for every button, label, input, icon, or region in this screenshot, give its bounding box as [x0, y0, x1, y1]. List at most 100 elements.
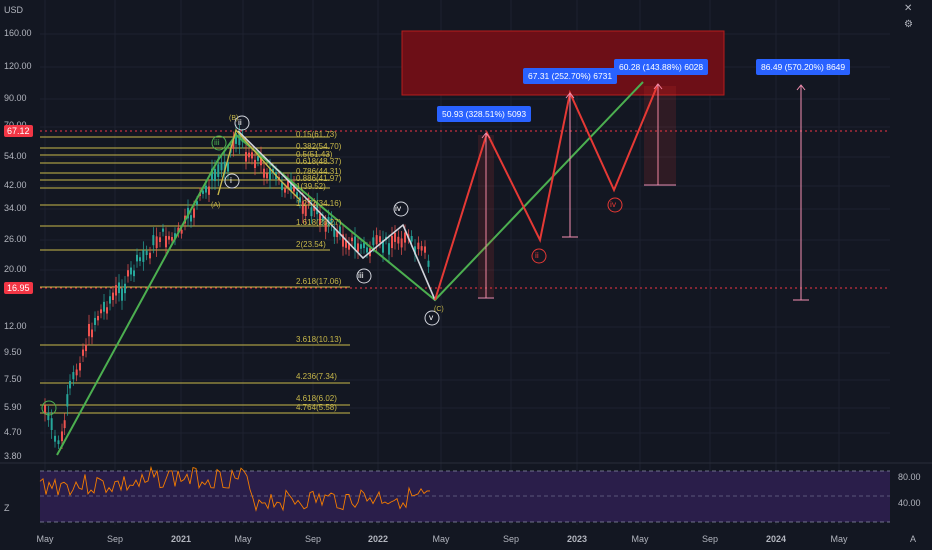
y-label: 54.00: [4, 151, 27, 161]
fib-levels: [40, 136, 350, 414]
settings-icon[interactable]: ⚙: [904, 19, 913, 30]
candle-body: [293, 183, 295, 192]
candle-body: [69, 380, 71, 389]
candle-body: [57, 440, 60, 445]
measure-callout[interactable]: 50.93 (328.51%) 5093: [437, 106, 532, 122]
wave-markers: [41, 115, 623, 416]
x-label: Sep: [701, 534, 719, 544]
candle-body: [63, 420, 66, 429]
candle-body: [142, 250, 145, 262]
y-label: 20.00: [4, 264, 27, 274]
y-label: 5.90: [4, 402, 22, 412]
candle-body: [112, 292, 114, 301]
y-label: 7.50: [4, 374, 22, 384]
y-label: 90.00: [4, 93, 27, 103]
measure-fill-2: [644, 86, 676, 184]
candle-body: [251, 152, 253, 159]
candle-body: [223, 161, 226, 174]
candle-body: [139, 257, 141, 262]
measure-callout[interactable]: 60.28 (143.88%) 6028: [614, 59, 709, 75]
auto-scale-button[interactable]: A: [910, 534, 917, 544]
candle-body: [227, 162, 229, 172]
candle-body: [149, 252, 151, 259]
candle-body: [54, 435, 56, 442]
candle-body: [324, 222, 327, 232]
candle-body: [238, 133, 241, 146]
measure-fill-1: [478, 135, 494, 297]
candle-body: [196, 201, 198, 205]
candle-body: [118, 282, 120, 294]
candle-body: [91, 329, 93, 338]
red-projection-path: [434, 83, 659, 301]
candle-body: [100, 309, 102, 314]
wave-label: iii: [358, 270, 364, 280]
grid: [40, 0, 890, 525]
fib-label: 0.382(54.70): [296, 142, 342, 151]
x-label: Sep: [304, 534, 322, 544]
candle-body: [127, 270, 129, 277]
measure-callout[interactable]: 86.49 (570.20%) 8649: [756, 59, 851, 75]
candle-body: [205, 185, 207, 193]
candle-body: [136, 254, 138, 262]
candle-body: [342, 234, 344, 247]
wave-label: iv: [610, 199, 617, 209]
x-label: May: [830, 534, 848, 544]
candle-body: [345, 240, 347, 248]
candle-body: [47, 412, 50, 421]
candle-body: [50, 418, 53, 430]
candle-body: [316, 201, 319, 215]
close-icon[interactable]: ✕: [904, 3, 913, 14]
x-label: May: [36, 534, 54, 544]
currency-label: USD: [4, 5, 24, 15]
fib-label: 2.618(17.06): [296, 277, 342, 286]
x-label: 2021: [170, 534, 192, 544]
candle-body: [287, 180, 289, 188]
wave-label: iv: [395, 203, 402, 213]
wave-label: (B): [229, 115, 239, 122]
candle-body: [400, 238, 403, 248]
fib-label: 1.618(28.27): [296, 218, 342, 227]
candle-body: [357, 243, 359, 252]
candle-body: [133, 270, 135, 277]
candle-body: [379, 236, 381, 243]
fib-label: 0.886(41.97): [296, 174, 342, 183]
x-label: May: [631, 534, 649, 544]
fib-label: 0.15(61.73): [296, 130, 337, 139]
candle-body: [404, 232, 406, 243]
candle-body: [354, 236, 356, 250]
candle-body: [382, 240, 384, 253]
candle-body: [155, 236, 158, 249]
candle-body: [339, 226, 341, 234]
candle-body: [245, 152, 247, 162]
fib-label: 0.5(51.43): [296, 150, 333, 159]
y-label: 9.50: [4, 347, 22, 357]
candle-body: [217, 164, 220, 178]
y-label: 120.00: [4, 61, 32, 71]
candle-body: [232, 139, 235, 149]
fib-label: 0.618(48.37): [296, 157, 342, 166]
candle-body: [388, 243, 390, 255]
measure-arrows: [478, 83, 809, 301]
y-label: 34.00: [4, 203, 27, 213]
candle-body: [211, 168, 213, 181]
candle-body: [75, 369, 78, 376]
candle-body: [269, 167, 271, 180]
measure-callout[interactable]: 67.31 (252.70%) 6731: [523, 68, 618, 84]
candle-body: [241, 135, 244, 143]
candle-body: [171, 237, 173, 241]
zoom-icon[interactable]: Z: [4, 503, 10, 513]
candle-body: [106, 307, 108, 314]
y-label: 26.00: [4, 234, 27, 244]
candle-body: [88, 323, 90, 337]
wave-label: iii: [214, 137, 220, 147]
candle-body: [254, 159, 256, 169]
x-label: Sep: [106, 534, 124, 544]
candle-body: [115, 285, 117, 296]
candle-body: [372, 237, 375, 246]
fib-label: 2(23.54): [296, 240, 326, 249]
candle-body: [290, 180, 292, 191]
y-label: 42.00: [4, 180, 27, 190]
fib-label: 4.764(5.58): [296, 403, 337, 412]
green-wave-path: [56, 81, 644, 456]
